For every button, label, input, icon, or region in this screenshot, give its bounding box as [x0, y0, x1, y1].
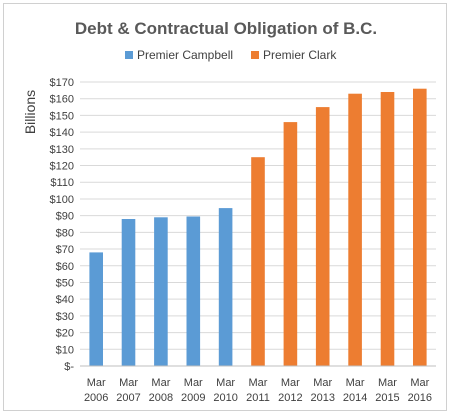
y-tick-label: $170: [50, 77, 74, 89]
x-axis-ticks: Mar 2006 Mar 2007 Mar 2008 Mar 2009 Mar 2010 Mar 20…: [84, 377, 432, 404]
legend-label: Premier Clark: [263, 48, 337, 62]
legend: Premier Campbell Premier Clark: [125, 48, 337, 62]
x-tick-label: Mar 2012: [278, 377, 302, 404]
bar: [218, 208, 233, 366]
x-tick-label: Mar 2016: [408, 377, 432, 404]
chart-title: Debt & Contractual Obligation of B.C.: [75, 19, 377, 38]
bar: [251, 157, 265, 366]
bar: [283, 122, 298, 366]
x-tick-label: Mar 2008: [149, 377, 173, 404]
x-tick-label: Mar 2006: [84, 377, 108, 404]
y-tick-label: $130: [50, 144, 74, 156]
legend-swatch: [125, 51, 133, 59]
legend-label: Premier Campbell: [137, 48, 233, 62]
bar: [413, 88, 427, 366]
bar: [315, 107, 330, 366]
x-tick-label: Mar 2009: [181, 377, 205, 404]
y-tick-label: $120: [50, 161, 74, 173]
legend-swatch: [251, 51, 259, 59]
x-tick-label: Mar 2010: [213, 377, 237, 404]
bar: [186, 216, 201, 366]
bar: [154, 217, 168, 366]
y-tick-label: $70: [56, 244, 74, 256]
x-tick-label: Mar 2013: [310, 377, 334, 404]
x-tick-label: Mar 2007: [116, 377, 140, 404]
y-tick-label: $110: [50, 177, 74, 189]
y-tick-label: $140: [50, 127, 74, 139]
y-tick-label: $150: [50, 110, 74, 122]
x-tick-label: Mar 2014: [343, 377, 367, 404]
y-tick-label: $90: [56, 211, 74, 223]
x-tick-label: Mar 2011: [246, 377, 270, 404]
y-tick-label: $-: [64, 361, 74, 373]
y-tick-label: $40: [56, 294, 74, 306]
y-axis-ticks: $- $10 $20 $30 $40 $50 $60 $70 $80 $90 $100 $110 $12…: [50, 77, 75, 373]
y-tick-label: $10: [56, 344, 74, 356]
y-tick-label: $60: [56, 261, 74, 273]
y-tick-label: $80: [56, 227, 74, 239]
bars: [89, 88, 427, 366]
bar: [348, 93, 362, 366]
y-tick-label: $100: [50, 194, 74, 206]
bar: [380, 92, 395, 366]
x-tick-label: Mar 2015: [375, 377, 399, 404]
bar: [89, 252, 103, 366]
bar: [121, 219, 136, 366]
y-tick-label: $50: [56, 277, 74, 289]
y-axis-label: Billions: [22, 90, 38, 134]
chart-svg: Debt & Contractual Obligation of B.C. Bi…: [22, 19, 436, 404]
chart-frame: Debt & Contractual Obligation of B.C. Bi…: [3, 3, 447, 411]
y-tick-label: $160: [50, 94, 74, 106]
y-tick-label: $20: [56, 328, 74, 340]
y-tick-label: $30: [56, 311, 74, 323]
